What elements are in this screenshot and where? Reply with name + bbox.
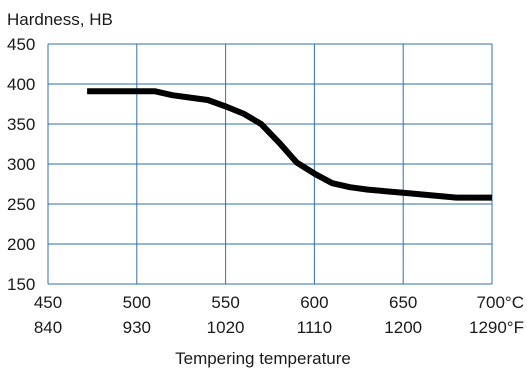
- x-tick-label-c: 600: [300, 293, 328, 312]
- y-tick-labels: 450 400 350 300 250 200 150: [7, 35, 35, 294]
- y-axis-label: Hardness, HB: [7, 10, 113, 29]
- y-tick-label: 300: [7, 155, 35, 174]
- y-tick-label: 350: [7, 115, 35, 134]
- grid: [47, 43, 493, 285]
- x-axis-label: Tempering temperature: [175, 349, 351, 368]
- series-group: [87, 88, 492, 201]
- x-tick-label-f: 1200: [384, 318, 422, 337]
- x-tick-label-c: 500: [123, 293, 151, 312]
- x-tick-label-f: 930: [123, 318, 151, 337]
- series-line-0: [87, 88, 492, 201]
- x-tick-labels: 450 840 500 930 550 1020 600 1110 650 1200 700°C 12…: [34, 293, 524, 337]
- y-tick-label: 150: [7, 275, 35, 294]
- x-tick-label-f: 1290°F: [469, 318, 524, 337]
- y-tick-label: 200: [7, 235, 35, 254]
- x-tick-label-f: 840: [34, 318, 62, 337]
- x-tick-label-c: 450: [34, 293, 62, 312]
- y-tick-label: 250: [7, 195, 35, 214]
- x-tick-label-c: 550: [211, 293, 239, 312]
- x-tick-label-c: 700°C: [477, 293, 524, 312]
- y-tick-label: 400: [7, 75, 35, 94]
- x-tick-label-c: 650: [389, 293, 417, 312]
- x-tick-label-f: 1020: [207, 318, 245, 337]
- x-tick-label-f: 1110: [297, 318, 332, 337]
- y-tick-label: 450: [7, 35, 35, 54]
